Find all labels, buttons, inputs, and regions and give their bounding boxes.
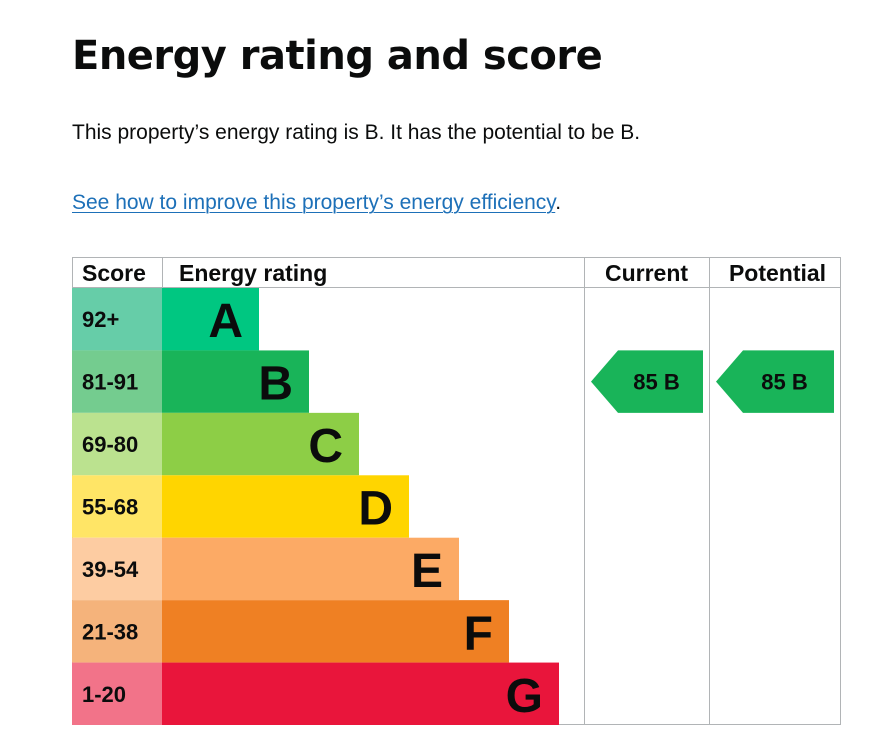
- improve-efficiency-link[interactable]: See how to improve this property’s energ…: [72, 191, 556, 214]
- rating-letter-c: C: [308, 420, 343, 473]
- score-range-f: 21-38: [82, 619, 138, 644]
- rating-bar-b: [162, 350, 309, 413]
- rating-bar-d: [162, 475, 409, 538]
- score-range-c: 69-80: [82, 432, 138, 457]
- header-potential: Potential: [729, 260, 826, 286]
- rating-letter-d: D: [358, 483, 393, 536]
- rating-letter-a: A: [208, 295, 243, 348]
- rating-bar-e: [162, 537, 459, 601]
- page-title: Energy rating and score: [72, 33, 603, 79]
- score-cell-c: [72, 412, 162, 476]
- score-cell-g: [72, 662, 162, 725]
- score-cell-f: [72, 600, 162, 663]
- rating-bar-g: [162, 662, 559, 725]
- score-range-d: 55-68: [82, 495, 138, 520]
- rating-bar-c: [162, 412, 359, 476]
- rating-letter-b: B: [258, 358, 293, 411]
- rating-letter-e: E: [411, 545, 443, 598]
- score-range-a: 92+: [82, 307, 119, 332]
- current-rating-arrow: [591, 350, 703, 413]
- potential-rating-arrow: [716, 350, 834, 413]
- rating-bar-a: [162, 288, 259, 351]
- score-cell-b: [72, 350, 162, 413]
- header-energy-rating: Energy rating: [179, 260, 327, 286]
- score-range-b: 81-91: [82, 370, 138, 395]
- improve-link-suffix: .: [555, 191, 562, 214]
- score-cell-d: [72, 475, 162, 538]
- header-score: Score: [82, 260, 146, 286]
- header-current: Current: [605, 260, 688, 286]
- score-cell-a: [72, 288, 162, 351]
- rating-letter-g: G: [506, 670, 543, 723]
- score-range-g: 1-20: [82, 682, 126, 707]
- score-cell-e: [72, 537, 162, 601]
- rating-summary: This property’s energy rating is B. It h…: [72, 121, 641, 144]
- rating-letter-f: F: [464, 607, 493, 660]
- score-range-e: 39-54: [82, 557, 139, 582]
- potential-rating-label: 85 B: [761, 370, 807, 395]
- improve-paragraph: See how to improve this property’s energ…: [72, 188, 561, 218]
- current-rating-label: 85 B: [633, 370, 679, 395]
- rating-bar-f: [162, 600, 509, 663]
